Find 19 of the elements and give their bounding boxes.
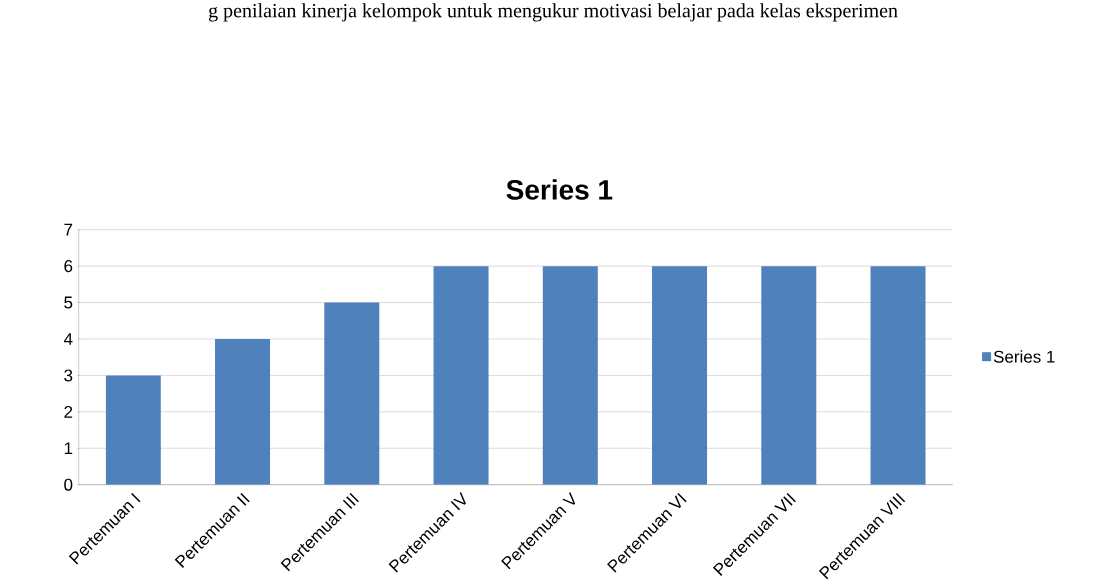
- bar: [433, 266, 489, 485]
- y-tick-label: 5: [64, 296, 73, 309]
- y-tick-label: 3: [64, 369, 73, 382]
- y-tick-label: 0: [64, 478, 73, 491]
- chart-title: Series 1: [506, 179, 613, 200]
- y-tick-label: 7: [64, 223, 73, 236]
- bar: [324, 302, 380, 485]
- bar: [215, 338, 271, 485]
- y-tick-label: 1: [64, 442, 73, 455]
- y-tick-label: 4: [63, 333, 73, 345]
- text: g penilaian kinerja kelompok untuk mengukur motivasi belajar pada kelas eksperimen: [208, 3, 898, 22]
- legend-label: Series 1: [993, 350, 1055, 363]
- bar: [105, 375, 161, 485]
- bar: [761, 266, 817, 485]
- bar: [870, 266, 926, 485]
- y-tick-label: 2: [64, 405, 73, 418]
- bar: [542, 266, 598, 485]
- bar: [652, 266, 708, 485]
- y-tick-label: 6: [64, 260, 73, 273]
